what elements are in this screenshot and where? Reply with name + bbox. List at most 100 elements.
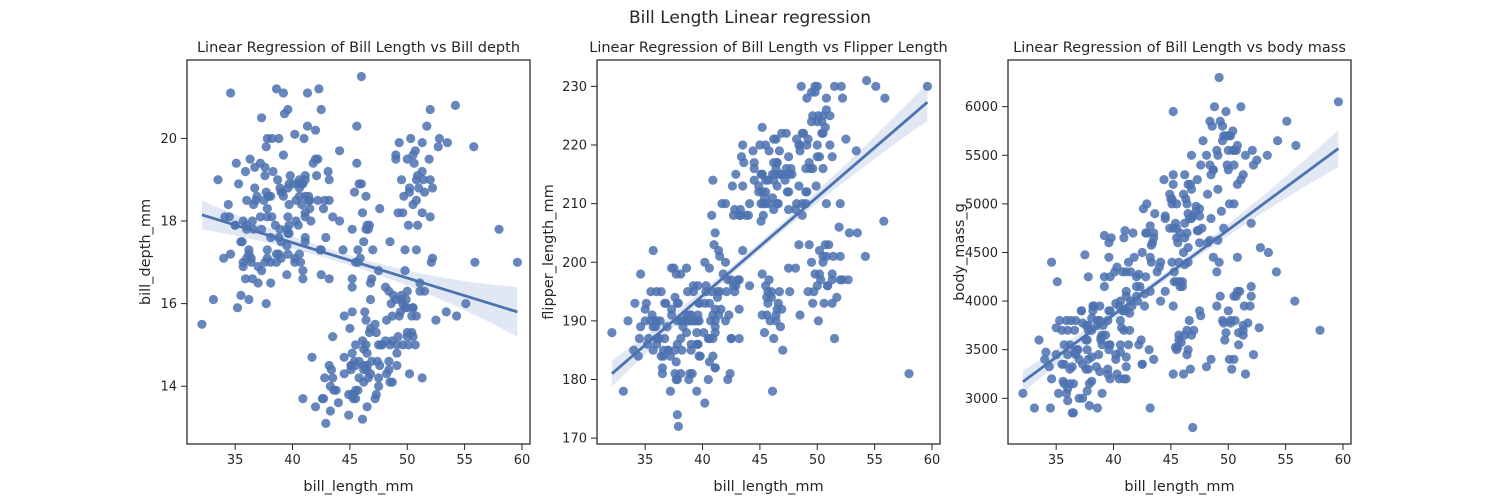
data-point — [427, 253, 438, 263]
data-point — [1117, 323, 1127, 333]
data-point — [242, 253, 252, 263]
data-point — [1234, 328, 1244, 338]
data-point — [347, 348, 357, 358]
data-point — [790, 204, 801, 215]
data-point — [736, 152, 747, 162]
data-point — [398, 208, 408, 218]
data-point — [1097, 330, 1107, 340]
data-point — [314, 84, 324, 94]
x-tick-label: 55 — [1277, 453, 1294, 468]
data-point — [1141, 272, 1151, 282]
data-point — [284, 199, 294, 210]
data-point — [828, 251, 838, 261]
data-point — [708, 175, 718, 185]
figure-title: Bill Length Linear regression — [628, 8, 872, 28]
data-point — [738, 245, 748, 256]
data-point — [1105, 374, 1115, 384]
data-point — [1225, 318, 1236, 328]
data-point — [219, 253, 229, 263]
data-point — [904, 369, 914, 379]
data-point — [820, 240, 830, 250]
data-point — [1168, 106, 1178, 117]
data-point — [361, 224, 371, 234]
data-point — [715, 287, 725, 297]
data-point — [829, 81, 840, 91]
data-point — [291, 195, 301, 205]
data-point — [452, 311, 462, 321]
data-point — [1206, 170, 1216, 180]
y-tick-label: 5500 — [965, 149, 998, 164]
data-point — [798, 128, 809, 138]
data-point — [1067, 408, 1077, 418]
data-point — [806, 117, 817, 127]
data-point — [802, 140, 812, 150]
data-point — [669, 263, 679, 273]
data-point — [860, 251, 871, 261]
data-point — [270, 220, 280, 230]
data-point — [1145, 252, 1155, 262]
data-point — [1119, 374, 1129, 384]
data-point — [302, 121, 313, 131]
subplot-2: 35 40 45 50 55 60 170 180 190 200 210 220 230 Linear … — [541, 40, 948, 495]
data-point — [361, 340, 371, 350]
data-point — [785, 287, 795, 297]
data-point — [880, 93, 890, 103]
data-point — [757, 122, 767, 132]
data-point — [834, 222, 844, 232]
x-tick-label: 40 — [1105, 453, 1122, 468]
data-point — [1128, 228, 1138, 238]
data-point — [724, 310, 734, 320]
data-point — [431, 315, 441, 325]
data-point — [710, 363, 720, 373]
data-point — [300, 237, 310, 247]
data-point — [1234, 340, 1244, 350]
data-point — [419, 187, 430, 197]
data-point — [1059, 359, 1069, 369]
data-point — [326, 365, 337, 375]
data-point — [1232, 140, 1242, 151]
x-tick-label: 50 — [1220, 453, 1237, 468]
data-point — [408, 332, 418, 342]
data-point — [357, 414, 368, 424]
data-point — [727, 181, 738, 191]
data-point — [777, 304, 787, 314]
data-point — [1172, 199, 1182, 209]
data-point — [1243, 318, 1253, 328]
x-tick-label: 50 — [399, 453, 416, 468]
data-point — [817, 128, 827, 138]
y-tick-label: 190 — [562, 314, 587, 329]
data-point — [623, 316, 633, 326]
data-point — [1192, 175, 1202, 185]
data-point — [777, 128, 787, 138]
y-tick-label: 220 — [562, 139, 587, 154]
data-point — [1134, 269, 1144, 279]
data-point — [1047, 374, 1057, 384]
data-point — [425, 104, 435, 115]
data-point — [738, 181, 748, 191]
data-point — [362, 348, 372, 358]
data-point — [344, 389, 354, 400]
data-point — [672, 298, 682, 308]
data-point — [821, 93, 832, 103]
data-point — [250, 183, 260, 193]
data-point — [784, 152, 794, 162]
data-point — [1183, 243, 1193, 253]
data-point — [1160, 211, 1170, 221]
data-point — [255, 158, 265, 168]
data-point — [1152, 267, 1162, 277]
data-point — [667, 304, 677, 314]
data-point — [1111, 298, 1121, 309]
subplot-title: Linear Regression of Bill Length vs Bill… — [197, 40, 520, 56]
data-point — [255, 212, 265, 222]
data-point — [274, 133, 284, 144]
data-point — [1262, 150, 1272, 160]
subplot-title: Linear Regression of Bill Length vs Flip… — [589, 40, 948, 56]
data-point — [1149, 233, 1159, 243]
data-point — [400, 245, 410, 255]
data-point — [313, 195, 323, 205]
axes-frame — [186, 59, 531, 445]
data-point — [829, 333, 840, 344]
data-point — [837, 275, 848, 285]
data-point — [795, 146, 805, 156]
